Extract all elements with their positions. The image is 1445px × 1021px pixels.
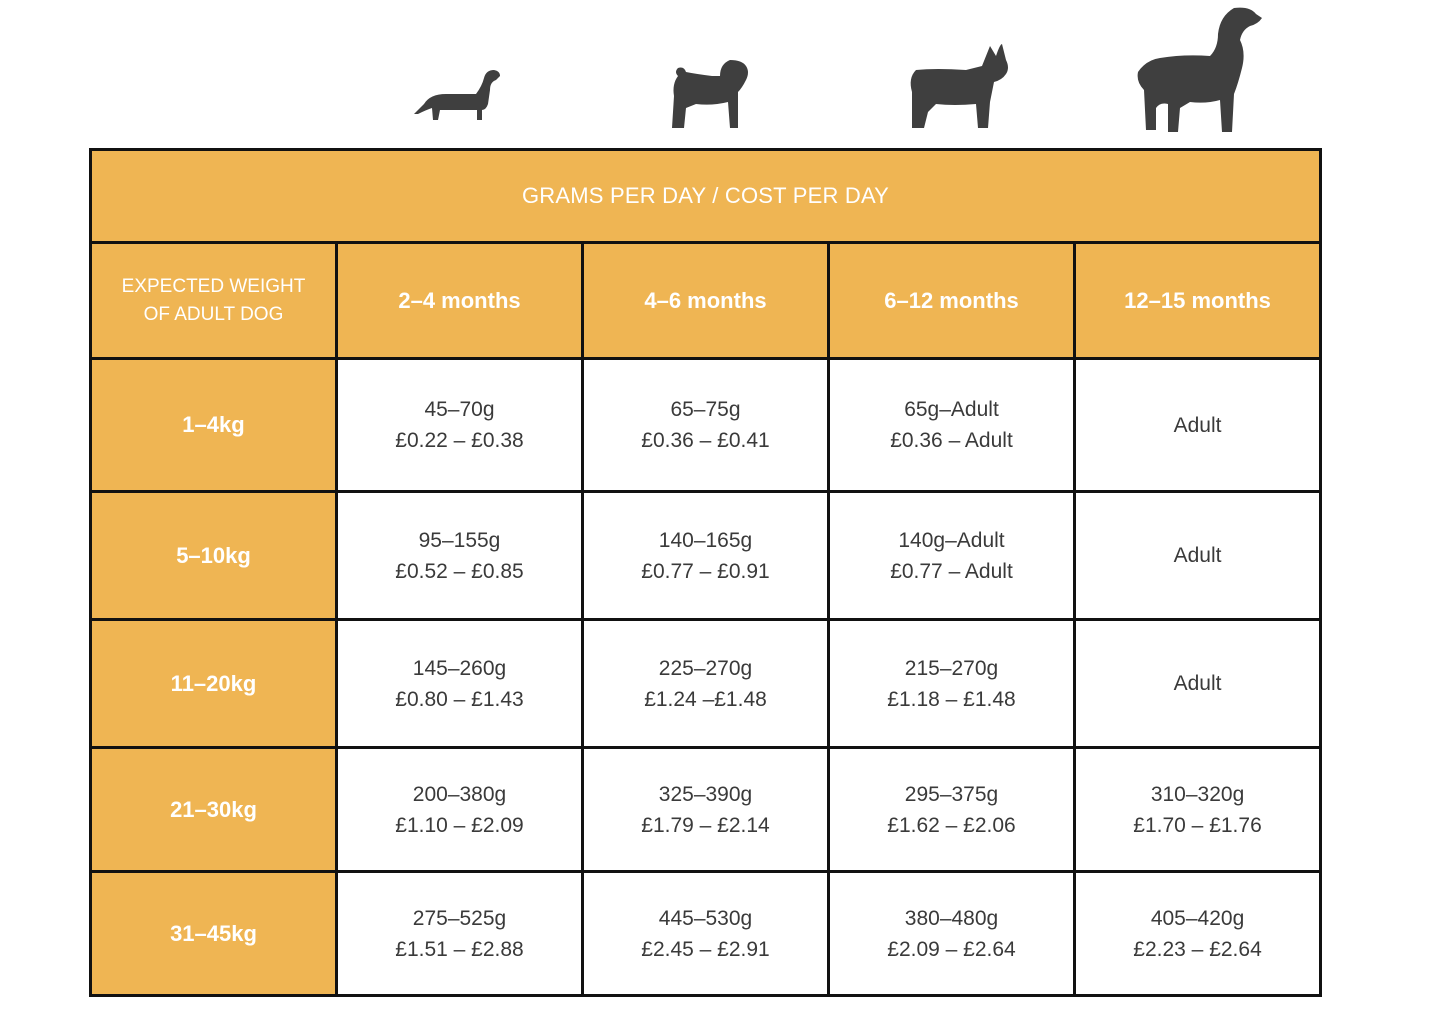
grams-value: Adult bbox=[1173, 544, 1222, 567]
weight-header-line1: EXPECTED WEIGHT bbox=[121, 275, 306, 297]
row-weight-label: 31–45kg bbox=[89, 870, 338, 997]
table-cell: 295–375g £1.62 – £2.06 bbox=[827, 746, 1076, 873]
table-row: 21–30kg 200–380g £1.10 – £2.09 325–390g £1… bbox=[89, 746, 1323, 873]
table-cell: 310–320g £1.70 – £1.76 bbox=[1072, 746, 1323, 873]
table-cell: 140–165g £0.77 – £0.91 bbox=[581, 490, 830, 621]
feeding-table: GRAMS PER DAY / COST PER DAY EXPECTED WE… bbox=[88, 148, 1323, 997]
table-cell: 225–270g £1.24 –£1.48 bbox=[581, 618, 830, 749]
cost-value: £2.45 – £2.91 bbox=[641, 937, 770, 961]
age-header-4-6: 4–6 months bbox=[581, 241, 830, 360]
cost-value: £0.36 – £0.41 bbox=[641, 429, 770, 452]
row-weight-label: 5–10kg bbox=[89, 490, 338, 621]
cost-value: £1.51 – £2.88 bbox=[395, 937, 524, 961]
table-cell: 405–420g £2.23 – £2.64 bbox=[1072, 870, 1323, 997]
weight-header-line2: OF ADULT DOG bbox=[143, 303, 284, 325]
cost-value: £2.09 – £2.64 bbox=[887, 937, 1016, 961]
cost-value: £0.77 – £0.91 bbox=[641, 559, 770, 583]
cost-value: £1.79 – £2.14 bbox=[641, 813, 770, 837]
grams-value: 95–155g bbox=[418, 528, 501, 552]
grams-value: 325–390g bbox=[658, 782, 753, 806]
cost-value: £0.36 – Adult bbox=[890, 429, 1013, 452]
table-row: 11–20kg 145–260g £0.80 – £1.43 225–270g £1… bbox=[89, 618, 1323, 749]
cost-value: £1.24 –£1.48 bbox=[644, 687, 767, 711]
grams-value: 65g–Adult bbox=[904, 398, 999, 421]
table-cell: 200–380g £1.10 – £2.09 bbox=[335, 746, 584, 873]
grams-value: Adult bbox=[1173, 672, 1222, 695]
cost-value: £1.18 – £1.48 bbox=[887, 687, 1016, 711]
grams-value: 445–530g bbox=[658, 906, 753, 930]
weight-column-header: EXPECTED WEIGHT OF ADULT DOG bbox=[89, 241, 338, 360]
age-header-12-15: 12–15 months bbox=[1072, 241, 1323, 360]
grams-value: 140–165g bbox=[658, 528, 753, 552]
cost-value: £0.52 – £0.85 bbox=[395, 559, 524, 583]
grams-value: Adult bbox=[1173, 413, 1222, 437]
table-cell: 215–270g £1.18 – £1.48 bbox=[827, 618, 1076, 749]
french-bulldog-icon bbox=[910, 44, 1008, 128]
cost-value: £1.62 – £2.06 bbox=[887, 813, 1016, 837]
table-row: 1–4kg 45–70g £0.22 – £0.38 65–75g £0.36 – … bbox=[89, 357, 1323, 493]
table-row: 5–10kg 95–155g £0.52 – £0.85 140–165g £0.7… bbox=[89, 490, 1323, 621]
grams-value: 45–70g bbox=[424, 398, 495, 421]
table-cell: Adult bbox=[1072, 490, 1323, 621]
cost-value: £0.80 – £1.43 bbox=[395, 687, 524, 711]
table-cell: Adult bbox=[1072, 618, 1323, 749]
grams-value: 405–420g bbox=[1150, 906, 1245, 930]
cost-value: £1.70 – £1.76 bbox=[1133, 813, 1262, 837]
table-cell: 275–525g £1.51 – £2.88 bbox=[335, 870, 584, 997]
cost-value: £0.77 – Adult bbox=[890, 559, 1013, 583]
grams-value: 200–380g bbox=[412, 782, 507, 806]
grams-value: 145–260g bbox=[412, 656, 507, 680]
grams-value: 215–270g bbox=[904, 656, 999, 680]
table-cell: 45–70g £0.22 – £0.38 bbox=[335, 357, 584, 493]
table-cell: 325–390g £1.79 – £2.14 bbox=[581, 746, 830, 873]
spaniel-icon bbox=[1137, 7, 1262, 133]
row-weight-label: 21–30kg bbox=[89, 746, 338, 873]
table-cell: 65–75g £0.36 – £0.41 bbox=[581, 357, 830, 493]
table-cell: 445–530g £2.45 – £2.91 bbox=[581, 870, 830, 997]
dachshund-icon bbox=[414, 70, 500, 120]
cost-value: £1.10 – £2.09 bbox=[395, 813, 524, 837]
table-cell: 145–260g £0.80 – £1.43 bbox=[335, 618, 584, 749]
grams-value: 275–525g bbox=[412, 906, 507, 930]
cost-value: £2.23 – £2.64 bbox=[1133, 937, 1262, 961]
table-cell: 65g–Adult £0.36 – Adult bbox=[827, 357, 1076, 493]
row-weight-label: 11–20kg bbox=[89, 618, 338, 749]
grams-value: 225–270g bbox=[658, 656, 753, 680]
table-cell: Adult bbox=[1072, 357, 1323, 493]
row-weight-label: 1–4kg bbox=[89, 357, 338, 493]
table-row: 31–45kg 275–525g £1.51 – £2.88 445–530g £2… bbox=[89, 870, 1323, 997]
pug-icon bbox=[672, 60, 748, 128]
table-title: GRAMS PER DAY / COST PER DAY bbox=[88, 148, 1323, 244]
grams-value: 65–75g bbox=[670, 398, 741, 421]
grams-value: 310–320g bbox=[1150, 782, 1245, 806]
cost-value: £0.22 – £0.38 bbox=[395, 429, 524, 452]
grams-value: 140g–Adult bbox=[898, 528, 1005, 552]
age-header-2-4: 2–4 months bbox=[335, 241, 584, 360]
table-cell: 95–155g £0.52 – £0.85 bbox=[335, 490, 584, 621]
table-cell: 140g–Adult £0.77 – Adult bbox=[827, 490, 1076, 621]
table-cell: 380–480g £2.09 – £2.64 bbox=[827, 870, 1076, 997]
dog-size-icons bbox=[0, 0, 1445, 150]
grams-value: 380–480g bbox=[904, 906, 999, 930]
age-header-6-12: 6–12 months bbox=[827, 241, 1076, 360]
grams-value: 295–375g bbox=[904, 782, 999, 806]
